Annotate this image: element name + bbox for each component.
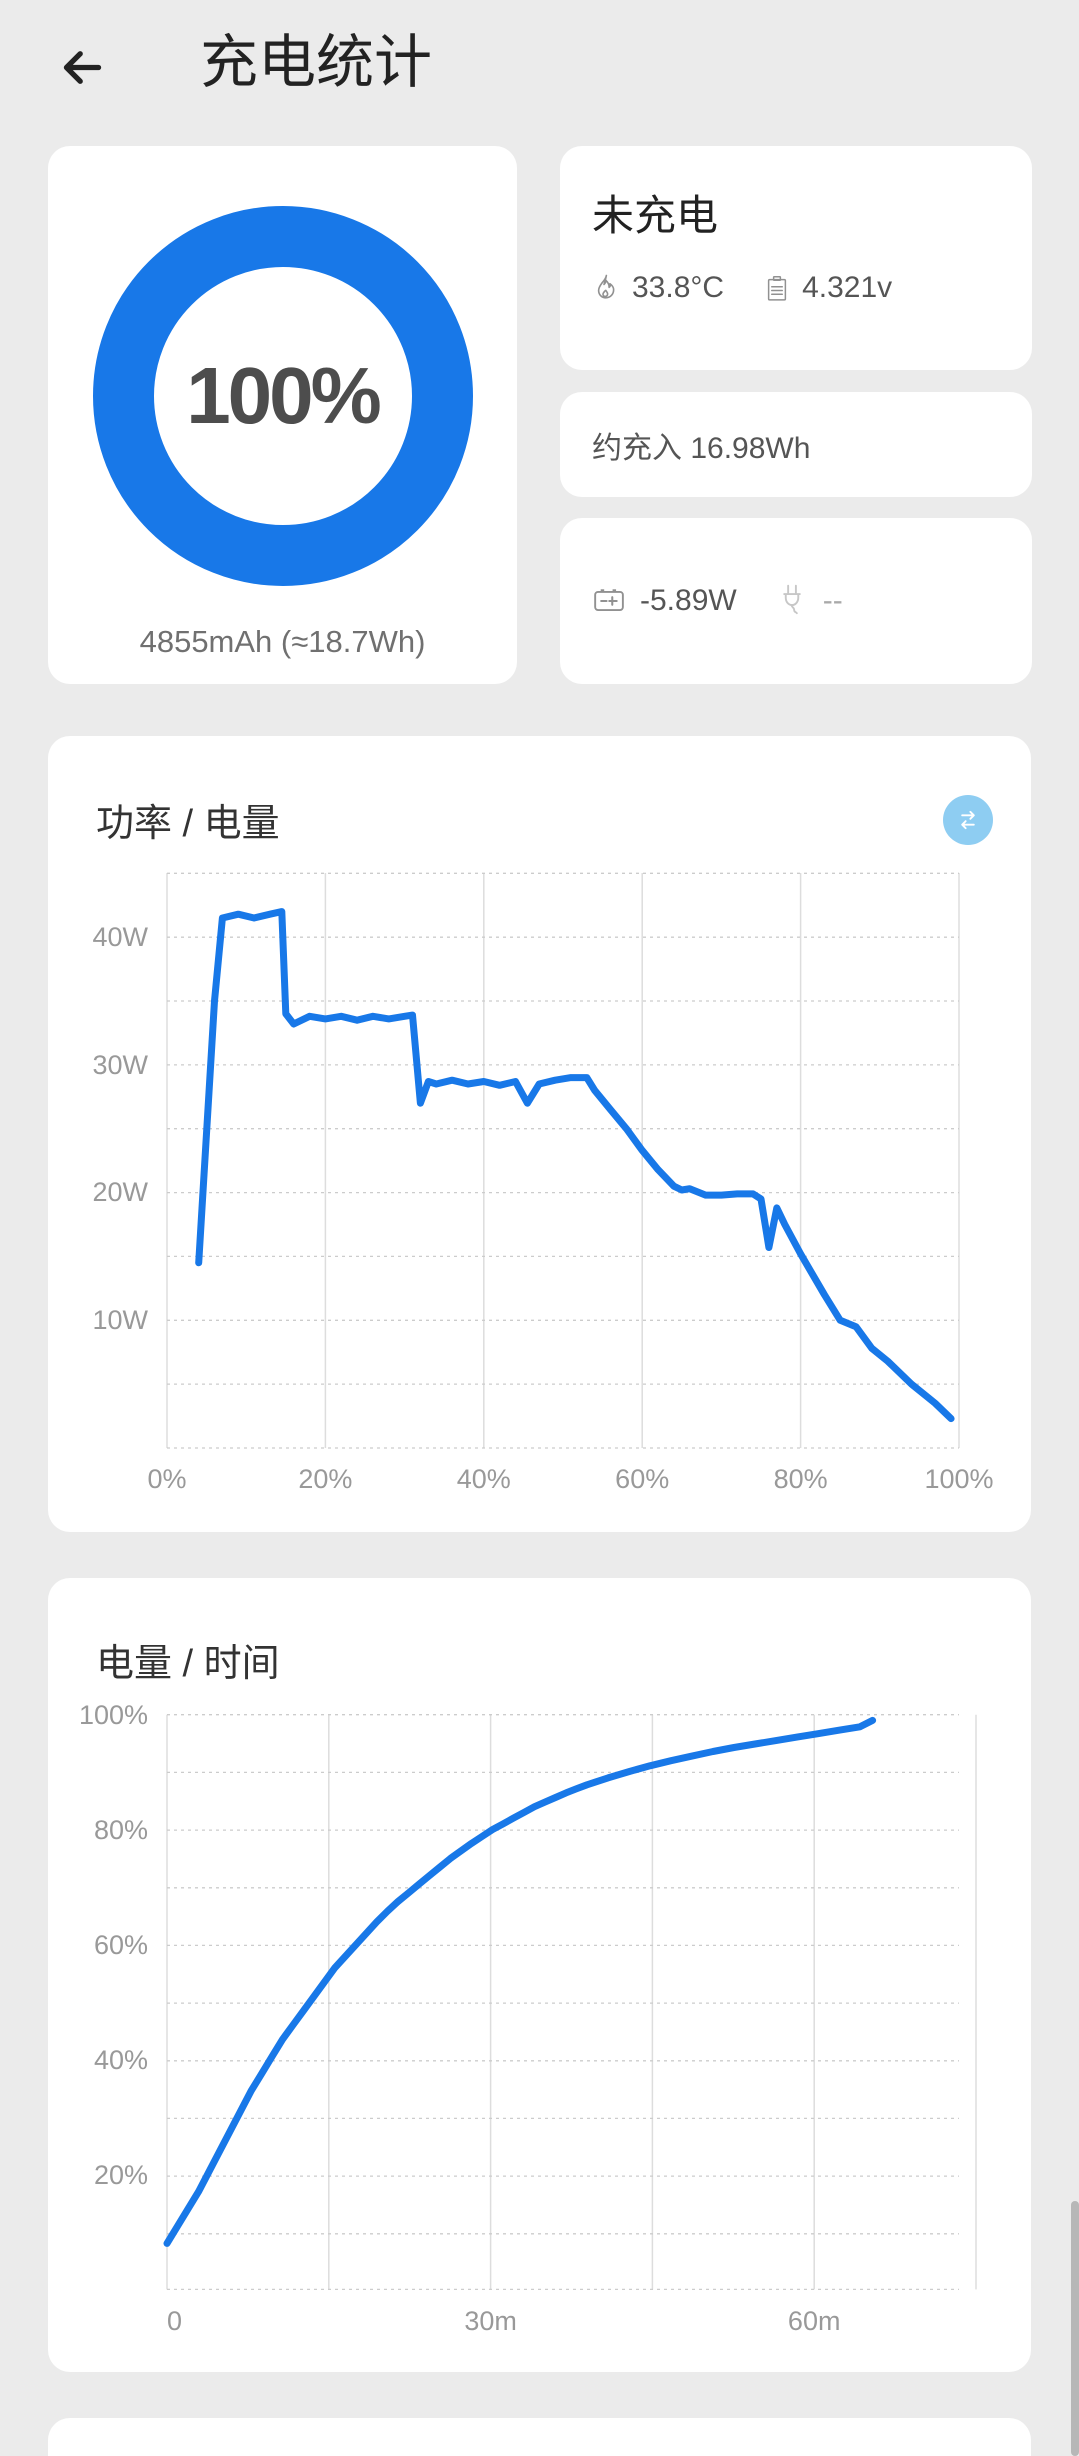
- svg-text:20%: 20%: [94, 2160, 148, 2190]
- svg-text:40W: 40W: [92, 922, 148, 952]
- svg-text:40%: 40%: [94, 2045, 148, 2075]
- svg-text:30m: 30m: [464, 2306, 517, 2336]
- svg-text:60m: 60m: [788, 2306, 841, 2336]
- svg-text:40%: 40%: [457, 1464, 511, 1494]
- svg-text:60%: 60%: [615, 1464, 669, 1494]
- svg-text:0%: 0%: [147, 1464, 186, 1494]
- svg-text:100%: 100%: [924, 1464, 993, 1494]
- svg-text:30W: 30W: [92, 1050, 148, 1080]
- svg-text:10W: 10W: [92, 1305, 148, 1335]
- svg-text:80%: 80%: [94, 1815, 148, 1845]
- svg-text:0: 0: [167, 2306, 182, 2336]
- svg-text:80%: 80%: [774, 1464, 828, 1494]
- svg-text:100%: 100%: [79, 1700, 148, 1730]
- svg-text:60%: 60%: [94, 1930, 148, 1960]
- svg-text:20W: 20W: [92, 1177, 148, 1207]
- svg-text:20%: 20%: [298, 1464, 352, 1494]
